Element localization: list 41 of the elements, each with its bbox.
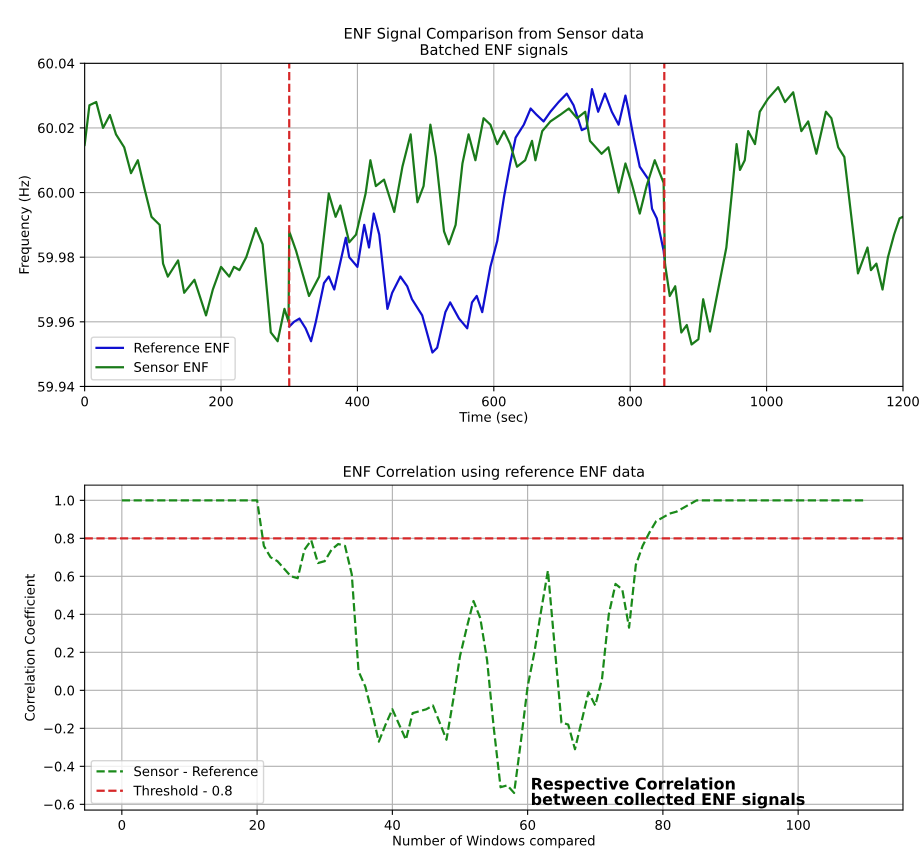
y-tick-label: 1.0 bbox=[55, 496, 74, 506]
y-tick-label: 60.04 bbox=[38, 58, 74, 68]
y-tick-label: 59.98 bbox=[38, 252, 74, 262]
y-tick-label: 0.6 bbox=[54, 572, 74, 582]
chart-subtitle: Batched ENF signals bbox=[420, 44, 568, 58]
x-axis-title: Number of Windows compared bbox=[393, 835, 594, 848]
x-tick-label: 800 bbox=[618, 396, 642, 406]
x-tick-label: 80 bbox=[655, 820, 670, 830]
x-tick-label: 100 bbox=[787, 820, 810, 830]
y-tick-label: −0.6 bbox=[44, 800, 74, 810]
x-tick-label: 20 bbox=[250, 820, 265, 830]
y-tick-label: 0.0 bbox=[54, 686, 74, 696]
x-tick-label: 400 bbox=[345, 396, 370, 406]
x-tick-label: 1200 bbox=[888, 396, 919, 406]
y-tick-label: 0.2 bbox=[54, 648, 74, 658]
y-tick-label: −0.2 bbox=[44, 724, 74, 734]
y-axis-title: Frequency (Hz) bbox=[18, 176, 32, 274]
y-tick-label: −0.4 bbox=[44, 762, 74, 772]
legend-label: Reference ENF bbox=[134, 342, 230, 353]
y-tick-label: 60.00 bbox=[38, 188, 74, 198]
x-tick-label: 600 bbox=[482, 396, 506, 406]
x-tick-label: 200 bbox=[209, 396, 233, 406]
x-tick-label: 40 bbox=[384, 820, 400, 830]
x-tick-label: 0 bbox=[81, 396, 88, 406]
x-tick-label: 1000 bbox=[751, 396, 783, 406]
legend-label: Threshold - 0.8 bbox=[133, 785, 232, 796]
x-tick-label: 60 bbox=[520, 820, 536, 830]
y-tick-label: 0.8 bbox=[54, 534, 74, 544]
chart-title: ENF Signal Comparison from Sensor data bbox=[344, 28, 643, 42]
y-tick-label: 60.02 bbox=[38, 123, 74, 134]
chart-title: ENF Correlation using reference ENF data bbox=[344, 466, 644, 480]
x-axis-title: Time (sec) bbox=[459, 412, 528, 424]
legend-label: Sensor ENF bbox=[134, 362, 208, 372]
y-tick-label: 59.94 bbox=[38, 382, 74, 392]
legend-label: Sensor - Reference bbox=[134, 766, 258, 776]
y-axis-title: Correlation Coefficient bbox=[24, 574, 35, 721]
y-tick-label: 0.4 bbox=[54, 610, 74, 620]
line-series bbox=[288, 88, 666, 354]
x-tick-label: 0 bbox=[118, 820, 126, 830]
y-tick-label: 59.96 bbox=[38, 317, 74, 328]
annotation: Respective Correlation between collected ENF signals bbox=[532, 777, 805, 808]
